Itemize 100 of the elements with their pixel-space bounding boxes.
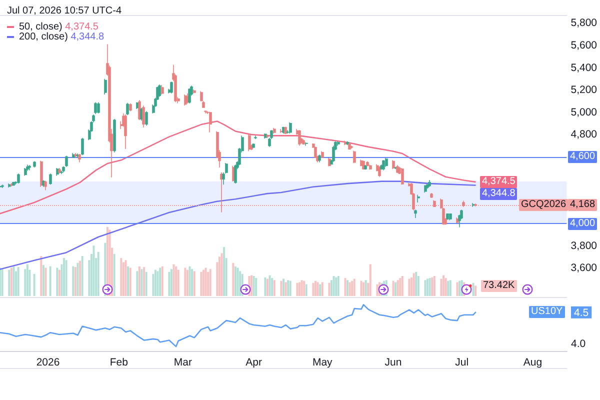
candlestick xyxy=(318,154,321,163)
candlestick xyxy=(97,102,100,114)
bar xyxy=(97,252,100,296)
bar xyxy=(449,280,452,296)
bar xyxy=(79,260,82,296)
candlestick xyxy=(10,182,13,187)
bar xyxy=(186,270,188,296)
candlestick xyxy=(298,130,301,146)
bar xyxy=(289,280,292,296)
bar xyxy=(120,258,122,296)
candlestick xyxy=(446,213,449,220)
candlestick xyxy=(62,166,65,173)
bar xyxy=(433,276,436,296)
bar xyxy=(332,276,335,296)
candlestick xyxy=(126,102,129,116)
chart-title: Jul 07, 2026 10:57 UTC-4 xyxy=(7,6,122,16)
bar xyxy=(353,278,356,296)
y-tick-label: 5,000 xyxy=(570,106,598,118)
bar xyxy=(49,266,52,296)
y-tick-label: 4,800 xyxy=(570,128,598,141)
bar xyxy=(12,266,15,296)
candlestick xyxy=(289,122,292,134)
bar xyxy=(232,262,234,296)
candlestick xyxy=(161,84,164,95)
ref-line-label: 4,168 xyxy=(568,199,598,211)
candlestick xyxy=(332,145,335,162)
candlestick xyxy=(394,166,397,170)
candlestick xyxy=(428,180,431,188)
bar xyxy=(303,280,306,296)
candlestick xyxy=(49,173,52,186)
candlestick xyxy=(353,150,356,164)
y-tick-label: 5,600 xyxy=(570,40,598,52)
bar xyxy=(268,275,271,296)
bar xyxy=(188,266,191,296)
bar xyxy=(65,260,68,296)
candlestick xyxy=(449,213,452,221)
bar xyxy=(305,284,308,296)
bar xyxy=(184,268,186,296)
bar xyxy=(447,280,450,296)
x-tick-label: Aug xyxy=(523,356,542,368)
candlestick xyxy=(284,126,287,134)
legend-label: US10Y xyxy=(529,306,565,318)
candlestick xyxy=(424,184,427,193)
text: 4,374.5 xyxy=(65,22,99,32)
candlestick xyxy=(78,154,81,163)
candlestick xyxy=(12,181,15,186)
bar xyxy=(136,271,138,296)
candlestick xyxy=(462,200,465,208)
ref-line-label: 4,000 xyxy=(568,218,598,230)
bar xyxy=(328,282,330,296)
candlestick xyxy=(366,160,369,167)
legend-label: 200, close) xyxy=(19,32,68,42)
bar xyxy=(369,264,372,296)
bar xyxy=(472,282,474,296)
bar xyxy=(209,269,212,296)
x-tick-label: May xyxy=(312,356,334,368)
bar xyxy=(145,272,148,296)
candlestick xyxy=(129,102,132,112)
candlestick xyxy=(344,140,347,146)
candlestick xyxy=(33,160,36,168)
x-tick-label: Jul xyxy=(455,356,469,368)
candlestick xyxy=(170,81,173,94)
annotation: GCQ2026 xyxy=(519,199,568,211)
candlestick xyxy=(17,173,20,184)
candlestick xyxy=(209,111,212,133)
bar xyxy=(287,280,290,296)
candlestick xyxy=(321,150,324,158)
candlestick xyxy=(456,217,459,224)
bar xyxy=(220,253,223,296)
bar xyxy=(152,274,154,296)
candlestick xyxy=(28,164,31,171)
bar xyxy=(204,268,207,296)
bar xyxy=(17,267,20,296)
bar xyxy=(255,278,258,296)
candlestick xyxy=(314,146,317,158)
bar xyxy=(223,247,226,296)
bar xyxy=(81,256,84,296)
y-tick-label: 5,400 xyxy=(570,62,598,74)
bar xyxy=(474,286,477,296)
candlestick xyxy=(204,110,207,114)
y-tick-label: 4.0 xyxy=(571,338,586,350)
candlestick xyxy=(369,164,372,170)
bar xyxy=(424,280,426,296)
ref-line-label: 4,600 xyxy=(568,151,598,163)
bar xyxy=(1,269,4,296)
candlestick xyxy=(382,160,385,171)
candlestick xyxy=(266,134,269,138)
candlestick xyxy=(65,155,68,168)
candlestick xyxy=(378,166,381,178)
bar xyxy=(156,271,159,296)
candlestick xyxy=(252,143,255,148)
candlestick xyxy=(8,183,11,188)
bar xyxy=(168,272,170,296)
y-tick-label: 3,600 xyxy=(570,262,598,274)
candlestick xyxy=(145,110,148,126)
candlestick xyxy=(392,160,395,170)
candlestick xyxy=(44,180,47,191)
candlestick xyxy=(472,202,475,208)
bar xyxy=(177,270,180,296)
bar xyxy=(296,282,298,296)
